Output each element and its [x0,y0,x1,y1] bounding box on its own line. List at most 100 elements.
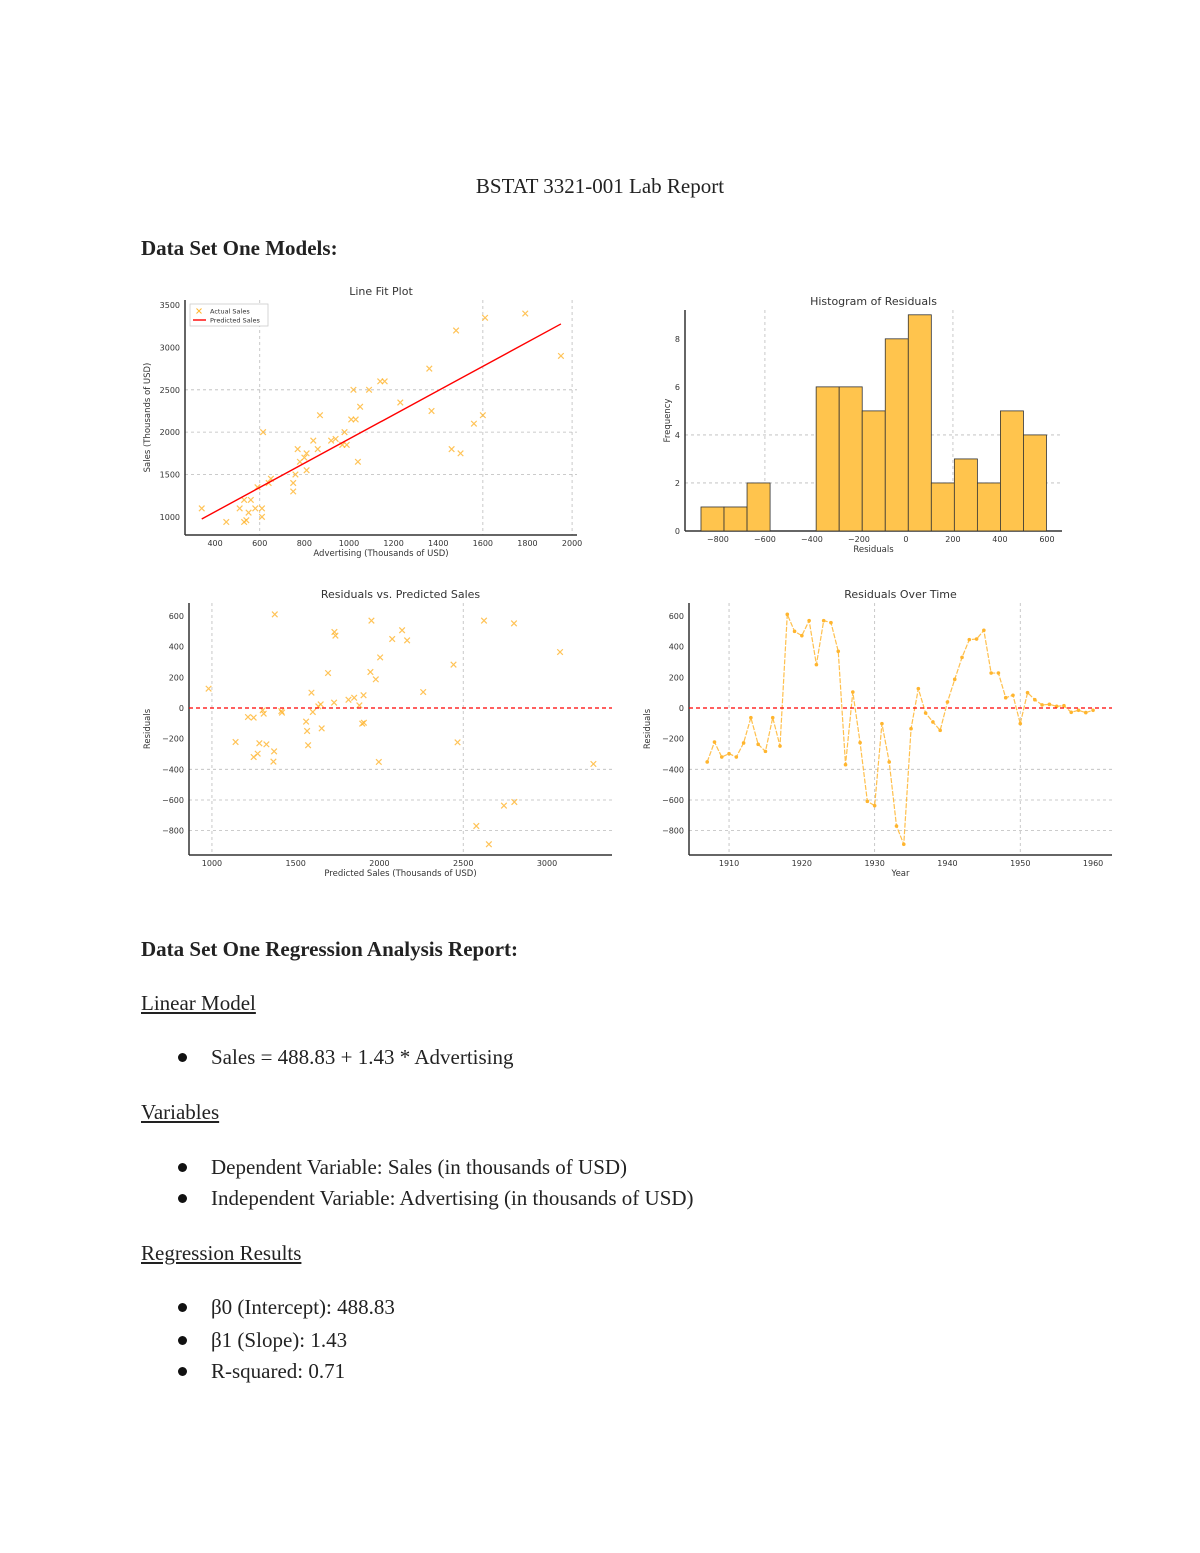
data-point [256,740,263,747]
y-axis-label: Residuals [643,708,653,749]
y-tick-label: 600 [169,612,184,621]
x-tick-label: 1930 [864,859,884,868]
x-tick-label: 1800 [517,539,537,548]
data-point [473,822,480,830]
legend-box [189,303,269,327]
data-point [356,702,363,709]
bullet-icon [178,1162,187,1172]
y-tick-label: 400 [169,643,184,652]
data-point [938,728,942,733]
residual-series-line [706,614,1094,845]
x-tick-label: 400 [207,539,222,548]
data-point [931,720,935,724]
data-point [247,496,255,504]
y-tick-label: 400 [669,643,684,652]
data-point [271,611,278,618]
data-point [1076,708,1081,713]
x-tick-label: 200 [945,535,960,544]
x-tick-label: 3000 [537,859,557,868]
data-point [843,762,848,767]
data-point [1040,703,1044,707]
data-point [770,715,775,720]
data-point [448,445,455,453]
y-tick-label: 0 [675,527,680,536]
data-point [982,628,986,633]
section-heading-regression: Data Set One Regression Analysis Report: [141,937,519,961]
bullet-icon [178,1366,187,1376]
x-tick-label: 1940 [937,859,957,868]
y-tick-label: 3000 [160,343,180,352]
data-point [352,416,359,423]
data-point [330,699,338,706]
data-point [403,637,411,644]
data-point [332,435,339,443]
data-point [368,617,375,624]
legend-marker-icon [196,308,202,314]
bullet-icon [178,1052,187,1062]
y-tick-label: 4 [675,431,680,440]
x-tick-label: −800 [707,535,729,544]
data-point [258,505,266,512]
data-point [481,314,489,322]
histogram-bar [953,458,978,532]
data-point [457,450,464,457]
x-tick-label: 1910 [719,859,739,868]
regression-results-heading: Regression Results [141,1241,302,1265]
y-tick-label: 0 [179,704,184,713]
y-tick-label: −800 [662,827,684,836]
y-tick-label: −200 [162,735,184,744]
data-point [289,479,297,487]
data-point [294,445,301,453]
histogram-bar [1000,410,1024,532]
data-point [289,488,297,495]
residuals-over-time-plot: 1910 1920 1930 1940 1950 1960 −800 −600 −400 −200… [643,588,1112,879]
x-tick-label: 1950 [1010,859,1030,868]
data-point [240,496,248,504]
x-tick-label: 800 [297,539,312,548]
data-point [858,740,862,745]
data-point [270,758,277,765]
x-tick-label: 1920 [792,859,812,868]
x-axis-label: Year [891,869,911,879]
line-fit-plot: 400 600 800 1000 1200 1400 1600 1800 2000 1000 150… [143,285,582,559]
list-item: β1 (Slope): 1.43 [178,1328,347,1353]
y-tick-label: 2 [675,479,680,488]
data-point [945,700,950,704]
data-point [452,327,460,334]
data-point [270,748,278,755]
x-axis-label: Residuals [853,545,894,555]
data-point [360,719,368,726]
data-point [996,671,1001,675]
data-point [880,721,884,726]
data-point [923,711,928,715]
list-item-text: Independent Variable: Advertising (in th… [211,1186,694,1210]
data-point [807,618,811,623]
y-tick-label: −400 [662,765,684,774]
data-point [522,310,529,317]
data-point [324,669,332,677]
histogram-bar [976,482,1001,532]
data-point [967,637,972,642]
histogram-bar [838,386,863,532]
data-point [556,648,564,656]
x-tick-label: 600 [1039,535,1054,544]
data-point [331,628,338,636]
data-point [365,386,373,394]
histogram-bar [700,506,725,532]
y-axis-label: Frequency [663,399,673,443]
data-point [836,649,841,654]
data-point [367,668,374,676]
histogram-bar [746,482,771,532]
x-tick-label: 600 [252,539,267,548]
data-point [1083,710,1088,715]
data-point [719,755,724,759]
chart-title: Residuals vs. Predicted Sales [321,588,481,601]
data-point [236,505,243,512]
data-point [245,509,252,516]
x-tick-label: 1000 [339,539,359,548]
data-point [303,450,310,457]
data-point [785,612,790,617]
data-point [428,407,435,415]
data-point [454,739,461,746]
data-point [397,399,404,406]
